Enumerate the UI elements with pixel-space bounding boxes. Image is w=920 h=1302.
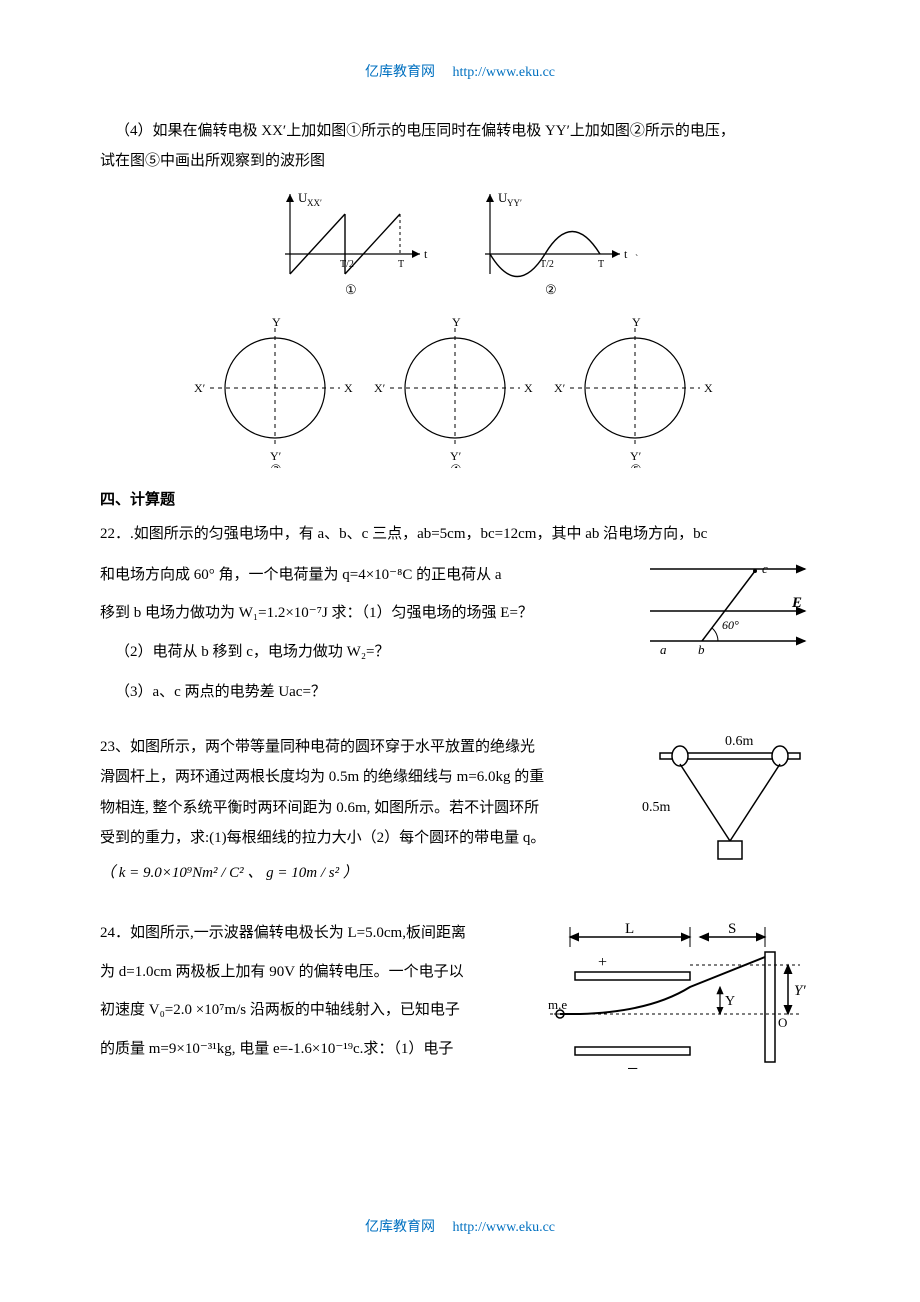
svg-text:T: T [598, 259, 604, 270]
svg-text:T/2: T/2 [540, 259, 554, 270]
svg-text:X: X [344, 381, 353, 395]
q23-block: 23、如图所示，两个带等量同种电荷的圆环穿于水平放置的绝缘光 滑圆杆上，两环通过… [100, 731, 820, 890]
header-link: 亿库教育网 http://www.eku.cc [100, 60, 820, 87]
svg-text:60°: 60° [722, 618, 739, 632]
svg-text:b: b [698, 642, 705, 657]
q21-part4: （4）如果在偏转电极 XX′上加如图①所示的电压同时在偏转电极 YY′上加如图②… [100, 117, 820, 176]
svg-text:O: O [778, 1015, 787, 1030]
svg-text:`: ` [635, 254, 638, 265]
q23-l3: 物相连, 整个系统平衡时两环间距为 0.6m, 如图所示。若不计圆环所 [100, 794, 626, 823]
page: 亿库教育网 http://www.eku.cc （4）如果在偏转电极 XX′上加… [0, 0, 920, 1302]
q21-line2: 试在图⑤中画出所观察到的波形图 [100, 147, 820, 176]
svg-text:a: a [660, 642, 667, 657]
svg-text:③: ③ [270, 462, 282, 468]
q23-figure: 0.6m 0.5m [640, 731, 820, 881]
svg-text:②: ② [545, 282, 557, 297]
svg-text:0.6m: 0.6m [725, 734, 754, 749]
svg-text:Y′: Y′ [794, 983, 806, 999]
scope-3: Y Y′ X′ X ③ [194, 318, 353, 468]
scope-5: Y Y′ X′ X ⑤ [554, 318, 713, 468]
svg-text:c: c [762, 561, 768, 576]
svg-text:Y: Y [632, 318, 641, 329]
svg-text:④: ④ [450, 462, 462, 468]
q22-l3: 移到 b 电场力做功为 W₁=1.2×10⁻⁷J 求：（1）匀强电场的场强 E=… [100, 599, 626, 628]
scope-screens: Y Y′ X′ X ③ Y Y′ X′ X ④ [100, 318, 820, 468]
q24-l3: 初速度 V₀=2.0 ×10⁷m/s 沿两板的中轴线射入，已知电子 [100, 996, 526, 1025]
graphs-svg: U XX′ T/2 T t ① U YY′ T/2 T t [230, 184, 690, 304]
svg-text:m.e: m.e [548, 997, 567, 1012]
svg-text:Y: Y [452, 318, 461, 329]
svg-text:T/2: T/2 [340, 259, 354, 270]
q22-block: 和电场方向成 60° 角，一个电荷量为 q=4×10⁻⁸C 的正电荷从 a 移到… [100, 551, 820, 669]
svg-text:X: X [704, 381, 713, 395]
q24-l2: 为 d=1.0cm 两极板上加有 90V 的偏转电压。一个电子以 [100, 958, 526, 987]
svg-text:t: t [424, 247, 428, 261]
section4-title: 四、计算题 [100, 486, 820, 515]
svg-text:T: T [398, 259, 404, 270]
svg-text:Y: Y [725, 994, 735, 1009]
site-name: 亿库教育网 [365, 65, 435, 80]
footer-site-url: http://www.eku.cc [452, 1220, 555, 1235]
svg-text:X′: X′ [194, 381, 206, 395]
svg-text:Y′: Y′ [450, 449, 462, 463]
q23-l2: 滑圆杆上，两环通过两根长度均为 0.5m 的绝缘细线与 m=6.0kg 的重 [100, 763, 626, 792]
q22-l2: 和电场方向成 60° 角，一个电荷量为 q=4×10⁻⁸C 的正电荷从 a [100, 561, 626, 590]
voltage-graphs: U XX′ T/2 T t ① U YY′ T/2 T t [100, 184, 820, 304]
svg-text:Y: Y [272, 318, 281, 329]
svg-text:XX′: XX′ [307, 198, 322, 208]
svg-text:S: S [728, 921, 736, 937]
svg-text:①: ① [345, 282, 357, 297]
svg-text:X: X [524, 381, 533, 395]
q23-l4: 受到的重力，求:(1)每根细线的拉力大小（2）每个圆环的带电量 q。 [100, 824, 626, 853]
q23-formula: （ k = 9.0×10⁹Nm² / C² 、 g = 10m / s² ） [100, 859, 626, 888]
footer-link: 亿库教育网 http://www.eku.cc [0, 1215, 920, 1242]
svg-text:X′: X′ [374, 381, 386, 395]
q22-l5: （3）a、c 两点的电势差 Uac=？ [100, 678, 820, 707]
q24-l4: 的质量 m=9×10⁻³¹kg, 电量 e=-1.6×10⁻¹⁹c.求：（1）电… [100, 1035, 526, 1064]
svg-text:+: + [598, 954, 607, 971]
svg-text:Y′: Y′ [630, 449, 642, 463]
svg-text:⑤: ⑤ [630, 462, 642, 468]
svg-text:0.5m: 0.5m [642, 800, 671, 815]
q21-line1: （4）如果在偏转电极 XX′上加如图①所示的电压同时在偏转电极 YY′上加如图②… [100, 117, 820, 146]
q22-l4: （2）电荷从 b 移到 c，电场力做功 W₂=？ [100, 638, 626, 667]
scope-4: Y Y′ X′ X ④ [374, 318, 533, 468]
site-url: http://www.eku.cc [452, 65, 555, 80]
q22-l1: 22．.如图所示的匀强电场中，有 a、b、c 三点，ab=5cm，bc=12cm… [100, 520, 820, 549]
footer-site-name: 亿库教育网 [365, 1220, 435, 1235]
q23-l1: 23、如图所示，两个带等量同种电荷的圆环穿于水平放置的绝缘光 [100, 733, 626, 762]
svg-text:E: E [791, 595, 802, 611]
scopes-svg: Y Y′ X′ X ③ Y Y′ X′ X ④ [180, 318, 740, 468]
q24-figure: L S + − m.e [540, 917, 820, 1087]
svg-text:t: t [624, 247, 628, 261]
svg-text:Y′: Y′ [270, 449, 282, 463]
svg-text:X′: X′ [554, 381, 566, 395]
svg-text:YY′: YY′ [507, 198, 522, 208]
q24-block: 24．如图所示,一示波器偏转电极长为 L=5.0cm,板间距离 为 d=1.0c… [100, 917, 820, 1087]
svg-text:L: L [625, 921, 634, 937]
svg-text:−: − [627, 1058, 638, 1080]
q22-figure: c E 60° a b [640, 551, 820, 661]
q24-l1: 24．如图所示,一示波器偏转电极长为 L=5.0cm,板间距离 [100, 919, 526, 948]
